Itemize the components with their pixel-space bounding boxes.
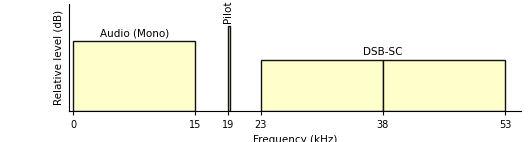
Text: Pilot Tone: Pilot Tone	[224, 0, 234, 24]
Bar	[383, 60, 505, 111]
Bar	[261, 60, 383, 111]
Text: DSB-SC: DSB-SC	[363, 47, 403, 57]
Text: Audio (Mono): Audio (Mono)	[99, 29, 169, 38]
Y-axis label: Relative level (dB): Relative level (dB)	[54, 10, 64, 105]
Bar	[228, 26, 230, 111]
Bar	[73, 41, 195, 111]
X-axis label: Frequency (kHz): Frequency (kHz)	[253, 135, 337, 142]
